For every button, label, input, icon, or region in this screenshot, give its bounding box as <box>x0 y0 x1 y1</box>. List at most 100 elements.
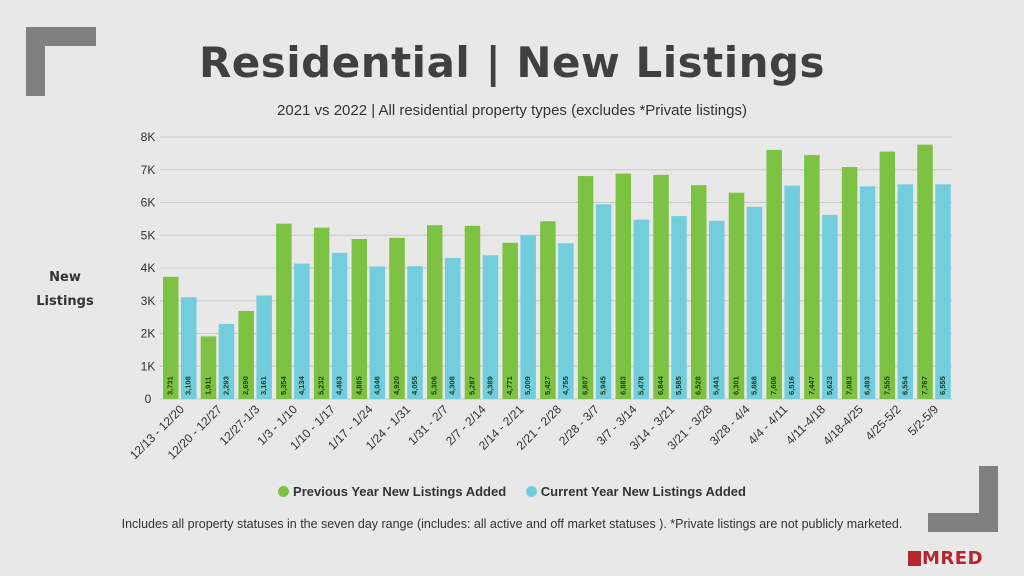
x-tick-label: 4/18-4/25 <box>820 402 866 448</box>
data-label-current: 4,463 <box>335 376 344 395</box>
x-tick-label: 5/2-5/9 <box>905 402 942 439</box>
data-label-current: 5,868 <box>749 376 758 395</box>
bar-previous <box>163 276 179 399</box>
bar-previous <box>804 155 820 399</box>
x-tick-label: 2/28 - 3/7 <box>556 402 602 448</box>
data-label-current: 5,623 <box>825 376 834 395</box>
y-tick-label: 0 <box>145 392 152 406</box>
y-tick-label: 1K <box>141 359 156 373</box>
y-axis-label-text: New Listings <box>36 270 94 309</box>
bar-current <box>558 243 574 399</box>
bar-current <box>445 257 461 399</box>
data-label-current: 3,161 <box>259 376 268 395</box>
legend-swatch-current <box>525 486 537 497</box>
x-tick-label: 3/28 - 4/4 <box>707 402 753 448</box>
x-tick-label: 4/4 - 4/11 <box>745 402 790 447</box>
bar-current <box>407 266 423 399</box>
bar-previous <box>540 221 556 399</box>
data-label-previous: 7,555 <box>882 376 891 395</box>
bar-current <box>520 234 536 399</box>
bar-current <box>822 214 838 399</box>
data-label-current: 6,516 <box>787 376 796 395</box>
data-label-current: 5,585 <box>674 376 683 395</box>
data-label-current: 4,134 <box>297 375 306 395</box>
bar-current <box>482 255 499 399</box>
logo-mark-icon <box>908 551 921 566</box>
mred-logo: MRED <box>908 548 983 569</box>
bar-previous <box>691 185 707 399</box>
data-label-previous: 5,232 <box>317 376 326 395</box>
bar-current <box>369 266 386 399</box>
bar-current <box>595 204 612 399</box>
y-tick-label: 4K <box>141 261 156 275</box>
bar-current <box>935 184 951 399</box>
bar-current <box>784 185 800 399</box>
data-label-previous: 4,885 <box>354 376 363 395</box>
data-label-current: 3,108 <box>184 376 193 395</box>
page-title: Residential | New Listings <box>198 38 826 87</box>
bar-previous <box>653 174 669 399</box>
data-label-current: 5,009 <box>523 376 532 395</box>
bar-previous <box>389 237 405 399</box>
data-label-previous: 5,427 <box>543 376 552 395</box>
bar-previous <box>276 223 292 399</box>
data-label-current: 5,945 <box>599 376 608 395</box>
data-label-current: 5,478 <box>636 376 645 395</box>
x-tick-label: 12/27-1/3 <box>217 402 263 448</box>
data-label-previous: 2,690 <box>241 376 250 395</box>
bar-current <box>633 219 650 399</box>
bar-current <box>218 323 235 399</box>
data-label-current: 4,055 <box>410 376 419 395</box>
bar-current <box>331 252 348 399</box>
data-label-previous: 6,844 <box>656 375 665 395</box>
y-tick-label: 3K <box>141 294 156 308</box>
legend-item-previous: Previous Year New Listings Added <box>278 484 506 499</box>
data-label-previous: 6,528 <box>694 376 703 395</box>
data-label-previous: 4,920 <box>392 376 401 395</box>
corner-decoration-top-left-vertical <box>26 27 45 96</box>
bar-current <box>181 297 197 399</box>
data-label-previous: 6,883 <box>618 376 627 395</box>
bar-current <box>709 220 725 399</box>
data-label-previous: 3,731 <box>166 376 175 395</box>
bar-previous <box>351 239 368 399</box>
bar-previous <box>238 310 254 399</box>
y-tick-label: 5K <box>141 228 156 242</box>
data-label-previous: 6,807 <box>581 376 590 395</box>
bar-previous <box>917 144 933 399</box>
data-label-current: 4,046 <box>372 376 381 395</box>
x-tick-label: 1/31 - 2/7 <box>405 402 451 448</box>
data-label-previous: 7,767 <box>920 376 929 395</box>
bar-previous <box>502 242 518 399</box>
bar-previous <box>577 176 594 399</box>
bar-current <box>746 206 763 399</box>
bar-current <box>859 186 876 399</box>
bar-previous <box>427 225 443 399</box>
bar-previous <box>766 149 782 399</box>
chart-legend: Previous Year New Listings Added Current… <box>0 484 1024 499</box>
data-label-previous: 7,447 <box>807 376 816 395</box>
data-label-previous: 6,301 <box>731 376 740 395</box>
bar-previous <box>879 151 896 399</box>
y-tick-label: 2K <box>141 327 156 341</box>
bar-current <box>256 295 272 399</box>
data-label-previous: 7,606 <box>769 376 778 395</box>
legend-swatch-previous <box>278 486 290 497</box>
data-label-current: 4,755 <box>561 376 570 395</box>
bar-previous <box>841 167 858 399</box>
y-tick-label: 6K <box>141 196 156 210</box>
legend-label-previous: Previous Year New Listings Added <box>293 484 507 499</box>
data-label-current: 4,308 <box>448 376 457 395</box>
bar-current <box>671 216 687 399</box>
bar-previous <box>615 173 632 399</box>
y-tick-label: 8K <box>141 130 156 144</box>
chart-subtitle: 2021 vs 2022 | All residential property … <box>277 102 747 119</box>
data-label-previous: 5,306 <box>430 376 439 395</box>
footnote: Includes all property statuses in the se… <box>121 517 903 531</box>
data-label-previous: 5,287 <box>467 376 476 395</box>
data-label-current: 2,293 <box>221 376 230 395</box>
data-label-current: 6,555 <box>938 376 947 395</box>
data-label-previous: 7,083 <box>845 376 854 395</box>
bar-previous <box>728 192 745 399</box>
